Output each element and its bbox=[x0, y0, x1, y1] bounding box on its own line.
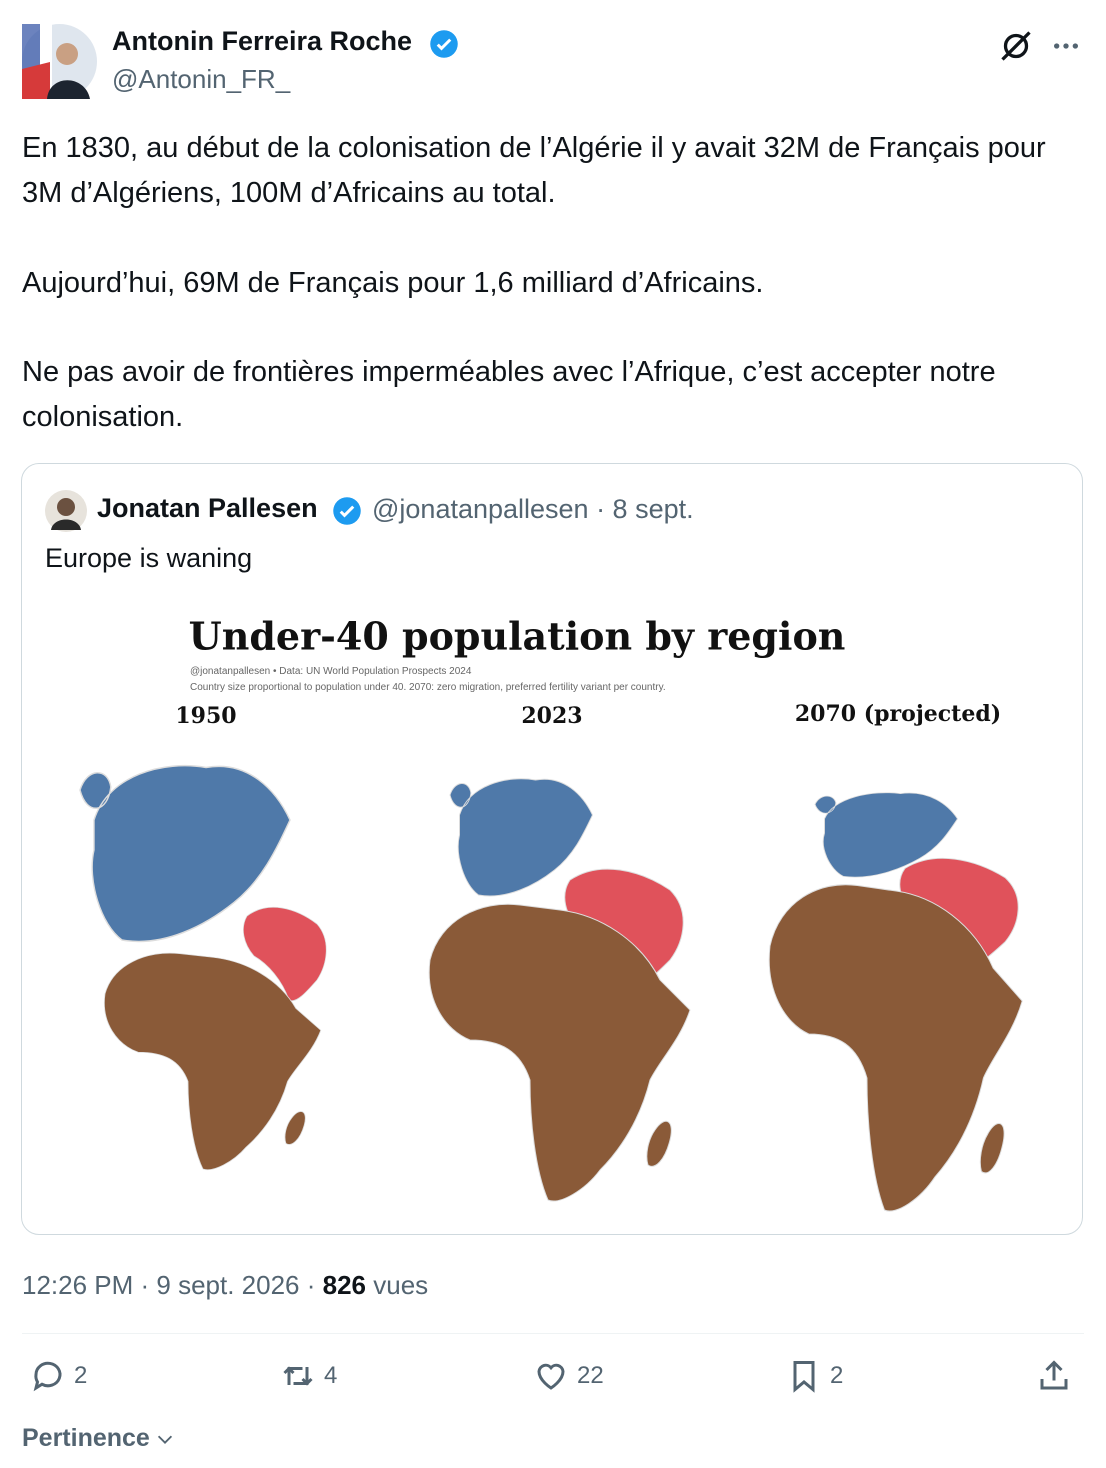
bookmark-button[interactable]: 2 bbox=[786, 1358, 843, 1394]
like-button[interactable]: 22 bbox=[533, 1358, 604, 1394]
sort-dropdown[interactable]: Pertinence bbox=[22, 1424, 176, 1453]
image-subtitle: Country size proportional to population … bbox=[190, 682, 666, 693]
share-button[interactable] bbox=[1036, 1358, 1072, 1394]
view-count: 826 bbox=[322, 1270, 367, 1300]
author-name[interactable]: Antonin Ferreira Roche bbox=[112, 26, 413, 56]
quote-avatar bbox=[45, 490, 87, 532]
image-subtitle: @jonatanpallesen • Data: UN World Popula… bbox=[190, 666, 472, 677]
tweet-text: Ne pas avoir de frontières imperméables … bbox=[22, 356, 996, 433]
quote-meta: @jonatanpallesen · 8 sept. bbox=[372, 494, 694, 524]
quote-card[interactable]: Jonatan Pallesen @jonatanpallesen · 8 se… bbox=[21, 463, 1083, 1235]
quote-name: Jonatan Pallesen bbox=[97, 493, 318, 523]
verified-badge bbox=[430, 30, 458, 58]
verified-badge bbox=[333, 497, 361, 525]
reply-count: 2 bbox=[74, 1362, 88, 1389]
panel-label: 1950 bbox=[175, 703, 236, 729]
repost-button[interactable]: 4 bbox=[280, 1358, 337, 1394]
author-handle[interactable]: @Antonin_FR_ bbox=[112, 64, 291, 94]
panel-label: 2023 bbox=[521, 703, 582, 729]
more-icon[interactable] bbox=[1050, 30, 1082, 62]
timestamp-row: 12:26 PM · 9 sept. 2026 · 826 vues bbox=[22, 1270, 428, 1301]
tweet-text: En 1830, au début de la colonisation de … bbox=[22, 132, 1046, 209]
chevron bbox=[157, 1435, 172, 1444]
quote-text: Europe is waning bbox=[45, 543, 253, 573]
like-count: 22 bbox=[577, 1362, 604, 1389]
divider bbox=[22, 1333, 1084, 1334]
quote-image: Under-40 population by region @jonatanpa… bbox=[79, 614, 1023, 1212]
sort-label: Pertinence bbox=[22, 1424, 150, 1452]
image-title: Under-40 population by region bbox=[189, 614, 846, 659]
panel-label: 2070 (projected) bbox=[795, 701, 1001, 727]
avatar[interactable] bbox=[22, 24, 97, 99]
bookmark-count: 2 bbox=[830, 1362, 844, 1389]
view-label: vues bbox=[373, 1270, 429, 1300]
repost-count: 4 bbox=[324, 1362, 338, 1389]
map-europe bbox=[449, 778, 593, 897]
grok-icon[interactable] bbox=[998, 28, 1034, 64]
reply-button[interactable]: 2 bbox=[30, 1358, 87, 1394]
tweet-text: Aujourd’hui, 69M de Français pour 1,6 mi… bbox=[22, 267, 764, 299]
timestamp[interactable]: 12:26 PM · 9 sept. 2026 · bbox=[22, 1270, 316, 1300]
